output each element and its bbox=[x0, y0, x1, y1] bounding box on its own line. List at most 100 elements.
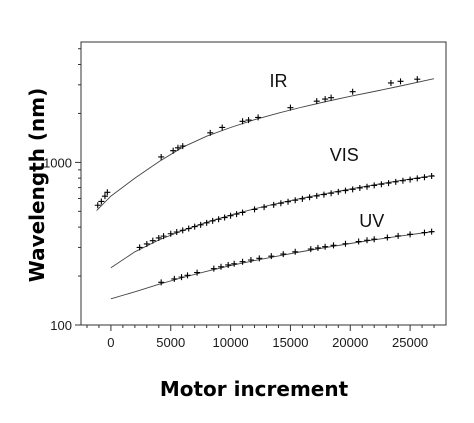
data-point-uv bbox=[194, 269, 201, 276]
data-point-ir bbox=[98, 198, 105, 205]
data-point-vis bbox=[378, 181, 385, 188]
data-point-ir bbox=[94, 202, 101, 209]
data-point-ir bbox=[158, 153, 165, 160]
data-point-vis bbox=[414, 175, 421, 182]
data-points bbox=[94, 76, 435, 286]
series-label-ir: IR bbox=[269, 71, 287, 91]
data-point-vis bbox=[261, 204, 268, 211]
data-point-ir bbox=[287, 104, 294, 111]
data-point-uv bbox=[355, 238, 362, 245]
data-point-uv bbox=[371, 236, 378, 243]
data-point-vis bbox=[320, 191, 327, 198]
data-point-ir bbox=[328, 94, 335, 101]
data-point-uv bbox=[342, 240, 349, 247]
data-point-ir bbox=[349, 88, 356, 95]
plot-frame bbox=[80, 41, 447, 326]
data-point-ir bbox=[239, 118, 246, 125]
data-point-ir bbox=[313, 98, 320, 105]
data-point-vis bbox=[277, 200, 284, 207]
data-point-uv bbox=[407, 231, 414, 238]
data-point-ir bbox=[179, 143, 186, 150]
y-tick-label: 100 bbox=[50, 318, 72, 333]
data-point-uv bbox=[247, 257, 254, 264]
data-point-vis bbox=[160, 233, 167, 240]
x-axis-title: Motor increment bbox=[160, 377, 349, 401]
data-point-uv bbox=[384, 234, 391, 241]
series-labels: IR VIS UV bbox=[269, 71, 384, 231]
data-point-ir bbox=[414, 76, 421, 83]
data-point-vis bbox=[292, 197, 299, 204]
data-point-vis bbox=[407, 176, 414, 183]
data-point-vis bbox=[385, 180, 392, 187]
data-point-vis bbox=[179, 227, 186, 234]
x-tick-label: 10000 bbox=[213, 335, 249, 350]
series-label-vis: VIS bbox=[330, 145, 359, 165]
x-tick-label: 25000 bbox=[392, 335, 428, 350]
y-axis: 100 1000 bbox=[43, 48, 81, 333]
data-point-ir bbox=[397, 78, 404, 85]
data-point-vis bbox=[227, 212, 234, 219]
data-point-vis bbox=[299, 195, 306, 202]
data-point-vis bbox=[143, 240, 150, 247]
data-point-vis bbox=[270, 201, 277, 208]
data-point-uv bbox=[171, 275, 178, 282]
data-point-vis bbox=[233, 211, 240, 218]
x-tick-label: 0 bbox=[107, 335, 114, 350]
data-point-uv bbox=[268, 253, 275, 260]
data-point-uv bbox=[292, 248, 299, 255]
data-point-ir bbox=[207, 129, 214, 136]
data-point-uv bbox=[280, 251, 287, 258]
data-point-ir bbox=[387, 79, 394, 86]
data-point-vis bbox=[342, 187, 349, 194]
series-label-uv: UV bbox=[359, 211, 384, 231]
data-point-vis bbox=[306, 194, 313, 201]
data-point-vis bbox=[364, 183, 371, 190]
data-point-vis bbox=[239, 209, 246, 216]
data-point-uv bbox=[184, 272, 191, 279]
data-point-vis bbox=[209, 217, 216, 224]
data-point-vis bbox=[349, 186, 356, 193]
data-point-vis bbox=[371, 182, 378, 189]
data-point-uv bbox=[395, 232, 402, 239]
data-point-ir bbox=[170, 147, 177, 154]
data-point-vis bbox=[221, 214, 228, 221]
data-point-vis bbox=[185, 225, 192, 232]
data-point-vis bbox=[173, 229, 180, 236]
data-point-vis bbox=[313, 192, 320, 199]
data-point-vis bbox=[197, 221, 204, 228]
data-point-vis bbox=[399, 177, 406, 184]
data-point-vis bbox=[335, 188, 342, 195]
fit-curve-ir bbox=[96, 78, 435, 211]
data-point-vis bbox=[328, 190, 335, 197]
data-point-vis bbox=[285, 198, 292, 205]
data-point-vis bbox=[149, 237, 156, 244]
data-point-ir bbox=[255, 114, 262, 121]
data-point-ir bbox=[101, 193, 108, 200]
x-tick-label: 20000 bbox=[332, 335, 368, 350]
data-point-uv bbox=[330, 242, 337, 249]
fit-curve-vis bbox=[110, 174, 435, 269]
data-point-uv bbox=[218, 263, 225, 270]
x-tick-label: 5000 bbox=[156, 335, 185, 350]
x-axis: 0 5000 10000 15000 20000 25000 bbox=[86, 325, 435, 350]
data-point-uv bbox=[231, 260, 238, 267]
data-point-vis bbox=[191, 223, 198, 230]
data-point-vis bbox=[155, 234, 162, 241]
x-tick-label: 15000 bbox=[272, 335, 308, 350]
data-point-vis bbox=[392, 178, 399, 185]
data-point-uv bbox=[322, 243, 329, 250]
data-point-uv bbox=[225, 261, 232, 268]
data-point-uv bbox=[256, 255, 263, 262]
data-point-vis bbox=[251, 206, 258, 213]
data-point-ir bbox=[104, 189, 111, 196]
data-point-uv bbox=[428, 228, 435, 235]
data-point-uv bbox=[210, 265, 217, 272]
data-point-uv bbox=[421, 229, 428, 236]
data-point-vis bbox=[421, 174, 428, 181]
data-point-ir bbox=[322, 96, 329, 103]
data-point-ir bbox=[245, 117, 252, 124]
data-point-vis bbox=[136, 244, 143, 251]
fit-curve-uv bbox=[110, 231, 435, 300]
data-point-uv bbox=[239, 258, 246, 265]
